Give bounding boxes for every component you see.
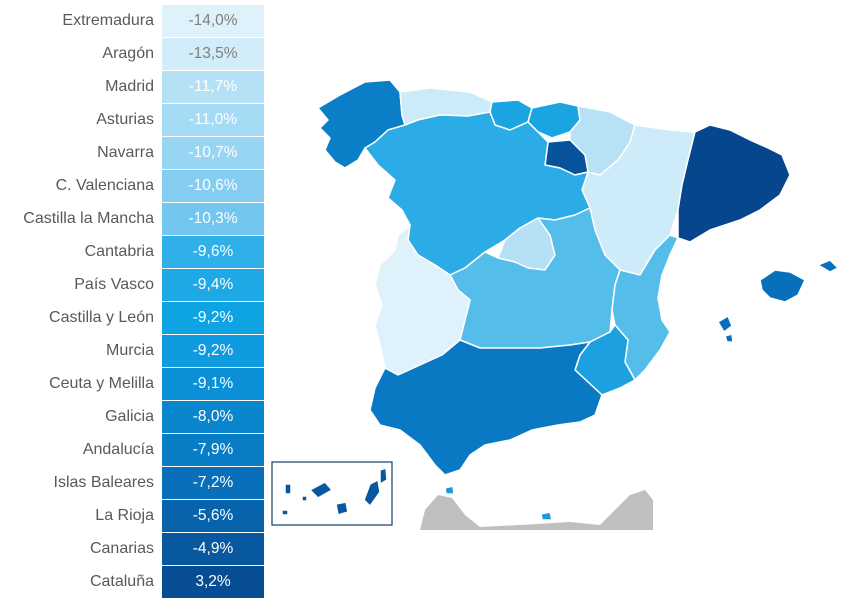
region-value: -7,9%: [162, 434, 264, 466]
region-label: Galicia: [105, 408, 154, 425]
region-canarias-lanzarote: [379, 467, 388, 485]
legend-row: Cataluña 3,2%: [0, 566, 266, 599]
region-label: Navarra: [97, 144, 154, 161]
legend-row: Madrid -11,7%: [0, 71, 266, 104]
legend-row: Islas Baleares -7,2%: [0, 467, 266, 500]
morocco-region: [420, 490, 653, 530]
region-melilla: [540, 511, 553, 521]
region-value: -4,9%: [162, 533, 264, 565]
region-value: -9,1%: [162, 368, 264, 400]
region-label: La Rioja: [95, 507, 154, 524]
region-label: Ceuta y Melilla: [49, 375, 154, 392]
spain-map: [270, 70, 848, 530]
region-canarias-la-palma: [284, 483, 292, 495]
region-value: -9,2%: [162, 335, 264, 367]
legend-row: Extremadura -14,0%: [0, 5, 266, 38]
legend-row: La Rioja -5,6%: [0, 500, 266, 533]
legend-row: Navarra -10,7%: [0, 137, 266, 170]
region-value: -10,6%: [162, 170, 264, 202]
region-baleares-menorca: [817, 259, 839, 273]
region-canarias-el-hierro: [281, 509, 289, 516]
legend-list: Extremadura -14,0% Aragón -13,5% Madrid -11,7…: [0, 5, 266, 599]
region-value: -5,6%: [162, 500, 264, 532]
region-canarias-gomera: [301, 495, 308, 502]
region-valencia: [611, 234, 679, 381]
region-baleares-formentera: [724, 333, 734, 343]
region-label: Aragón: [102, 45, 154, 62]
region-baleares-ibiza: [717, 315, 733, 333]
region-cataluna: [677, 124, 791, 243]
region-label: C. Valenciana: [55, 177, 154, 194]
region-value: -9,4%: [162, 269, 264, 301]
region-value: -14,0%: [162, 5, 264, 37]
region-value: -11,0%: [162, 104, 264, 136]
legend-row: Galicia -8,0%: [0, 401, 266, 434]
legend-row: C. Valenciana -10,6%: [0, 170, 266, 203]
region-label: Islas Baleares: [53, 474, 155, 491]
legend-row: Cantabria -9,6%: [0, 236, 266, 269]
region-value: -11,7%: [162, 71, 264, 103]
region-canarias-fuerteventura: [363, 479, 381, 507]
region-value: -9,6%: [162, 236, 264, 268]
legend-row: Aragón -13,5%: [0, 38, 266, 71]
legend-row: País Vasco -9,4%: [0, 269, 266, 302]
legend-row: Castilla y León -9,2%: [0, 302, 266, 335]
region-label: Castilla la Mancha: [23, 210, 154, 227]
region-label: Castilla y León: [49, 309, 154, 326]
legend-row: Canarias -4,9%: [0, 533, 266, 566]
region-label: Andalucía: [82, 441, 154, 458]
region-value: -10,3%: [162, 203, 264, 235]
region-canarias-gran-canaria: [335, 501, 349, 516]
legend-row: Asturias -11,0%: [0, 104, 266, 137]
canarias-inset-frame: [271, 461, 393, 526]
region-value: -9,2%: [162, 302, 264, 334]
region-andalucia: [369, 339, 603, 476]
region-value: -13,5%: [162, 38, 264, 70]
region-label: País Vasco: [74, 276, 154, 293]
region-label: Cataluña: [89, 573, 154, 590]
region-label: Extremadura: [62, 12, 154, 29]
legend-row: Andalucía -7,9%: [0, 434, 266, 467]
region-label: Madrid: [105, 78, 154, 95]
region-baleares-mallorca: [759, 269, 806, 303]
region-value: -10,7%: [162, 137, 264, 169]
region-canarias-tenerife: [309, 481, 333, 499]
region-value: -8,0%: [162, 401, 264, 433]
region-label: Cantabria: [84, 243, 154, 260]
legend-row: Ceuta y Melilla -9,1%: [0, 368, 266, 401]
region-ceuta: [444, 485, 455, 495]
region-label: Asturias: [96, 111, 154, 128]
region-value: 3,2%: [162, 566, 264, 598]
region-label: Murcia: [105, 342, 154, 359]
legend-row: Castilla la Mancha -10,3%: [0, 203, 266, 236]
region-label: Canarias: [89, 540, 154, 557]
region-value: -7,2%: [162, 467, 264, 499]
legend-row: Murcia -9,2%: [0, 335, 266, 368]
